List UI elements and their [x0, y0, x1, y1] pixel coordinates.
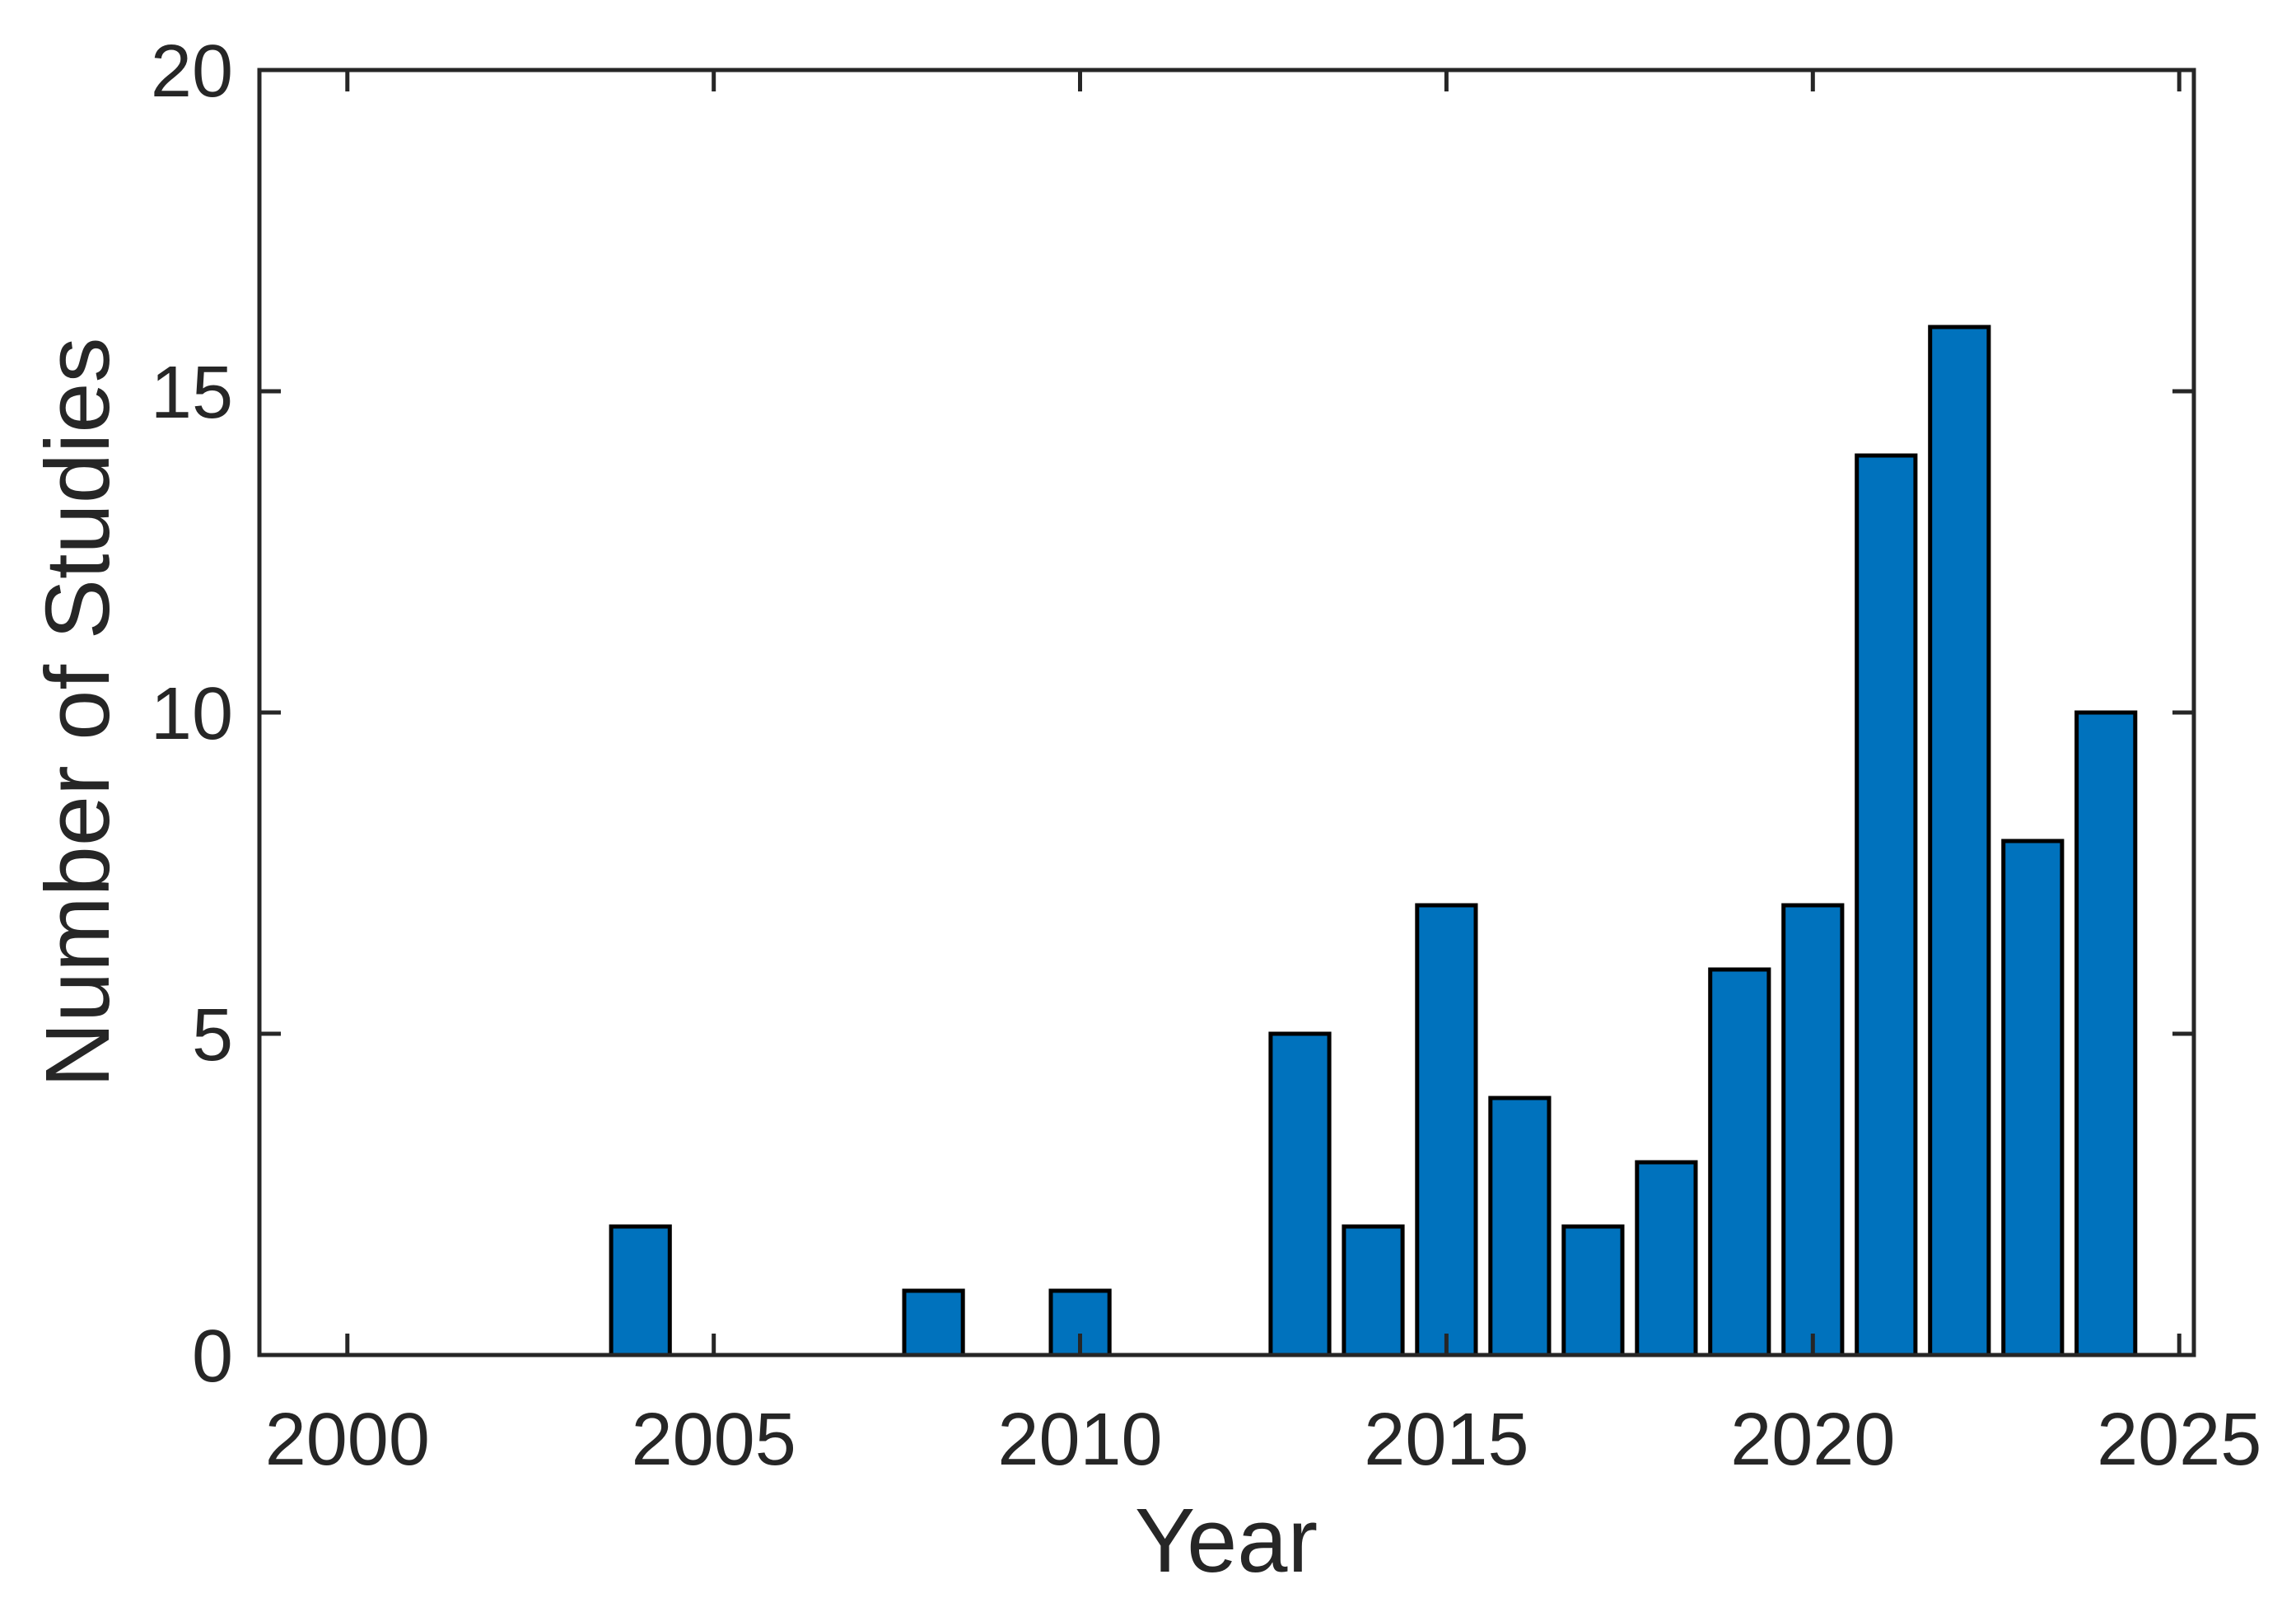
x-tick-label-2025: 2025	[2097, 1399, 2261, 1481]
bar-2020	[1781, 903, 1845, 1357]
y-tick-label-10: 10	[151, 673, 233, 755]
y-tick-label-5: 5	[192, 994, 233, 1077]
y-tick-label-20: 20	[151, 30, 233, 113]
bar-2022	[1928, 325, 1991, 1357]
tick-labels-group: 2000 2005 2010 2015 2020 2025 0 5 10 15 20	[151, 30, 2261, 1481]
bar-2015	[1415, 903, 1478, 1357]
bar-2004	[609, 1224, 672, 1357]
x-tick-label-2005: 2005	[632, 1399, 796, 1481]
bar-2024	[2074, 710, 2138, 1357]
bar-2016	[1488, 1096, 1552, 1357]
bar-2017	[1561, 1224, 1625, 1357]
bar-2013	[1268, 1031, 1332, 1357]
y-axis-label: Number of Studies	[27, 338, 128, 1088]
x-tick-label-2020: 2020	[1730, 1399, 1895, 1481]
x-tick-label-2015: 2015	[1364, 1399, 1528, 1481]
bar-2021	[1855, 453, 1918, 1357]
bar-2019	[1708, 967, 1771, 1357]
bar-2023	[2001, 839, 2065, 1357]
x-tick-label-2010: 2010	[997, 1399, 1162, 1481]
bar-2018	[1635, 1160, 1698, 1357]
bar-2014	[1342, 1224, 1405, 1357]
y-tick-label-0: 0	[192, 1315, 233, 1398]
bar-2008	[902, 1288, 965, 1357]
axes-group	[257, 68, 2196, 1357]
x-axis-label: Year	[1135, 1490, 1318, 1591]
x-tick-label-2000: 2000	[265, 1399, 430, 1481]
bars-group	[609, 325, 2138, 1357]
y-tick-label-15: 15	[151, 352, 233, 434]
